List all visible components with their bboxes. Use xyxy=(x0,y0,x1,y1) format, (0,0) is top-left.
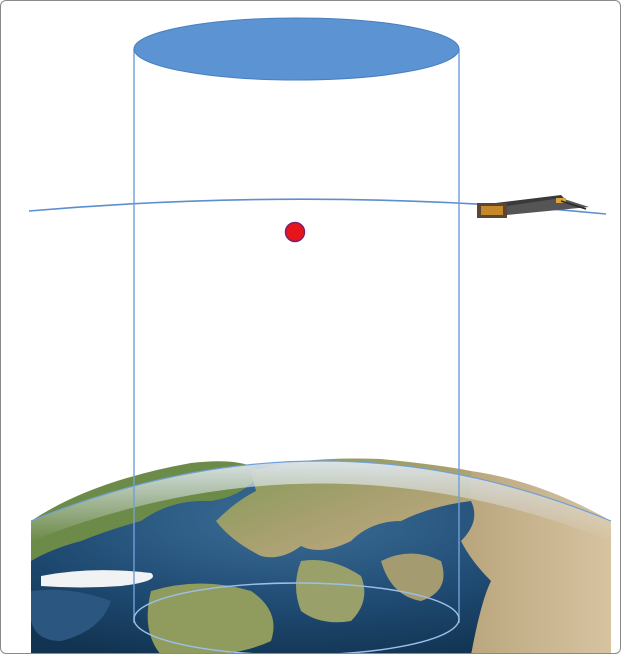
earth-limb xyxy=(30,460,612,522)
snow-patch xyxy=(41,570,153,588)
earth xyxy=(30,458,612,653)
ocean-patch xyxy=(31,589,111,641)
cylinder-top xyxy=(133,17,460,81)
land-south xyxy=(147,583,274,653)
observation-cylinder xyxy=(133,17,460,653)
target-point xyxy=(284,221,306,243)
land-peninsula xyxy=(296,560,365,623)
satellite xyxy=(477,195,589,218)
atmosphere-haze xyxy=(31,461,611,541)
land-island xyxy=(381,553,444,601)
cylinder-base xyxy=(133,582,460,653)
